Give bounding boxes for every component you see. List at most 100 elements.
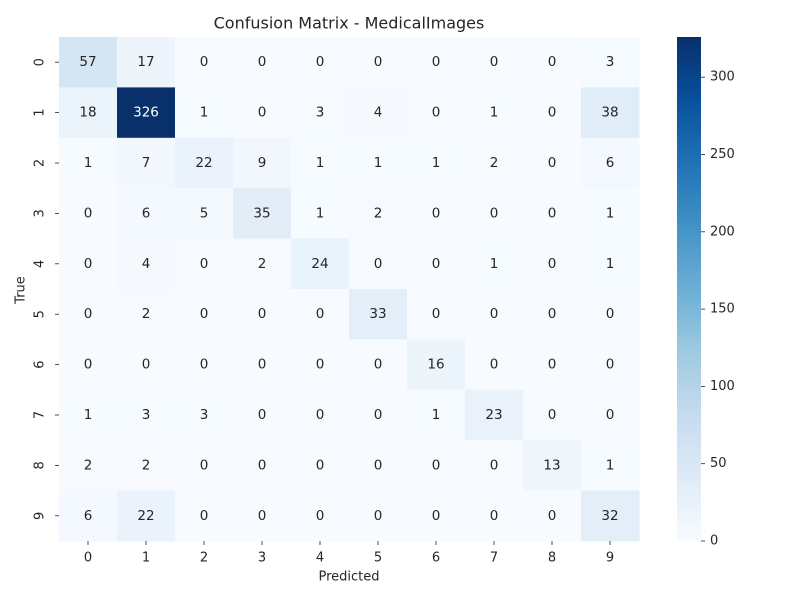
y-tick-label-3: 3: [33, 209, 48, 217]
colorbar-tick-label-6: 300: [710, 70, 735, 85]
heatmap-cell-4-0: [59, 238, 118, 290]
heatmap-cell-1-2: [175, 87, 234, 139]
heatmap-cell-label-2-0: 1: [84, 155, 93, 171]
heatmap-cell-7-6: [407, 389, 466, 441]
heatmap-cell-7-9: [581, 389, 640, 441]
heatmap-cell-label-8-7: 0: [490, 457, 499, 473]
heatmap-cell-label-1-5: 4: [374, 105, 383, 121]
heatmap-cell-2-1: [117, 137, 176, 189]
heatmap-cell-5-5: [349, 289, 408, 340]
heatmap-cell-1-9: [581, 87, 640, 139]
heatmap-cell-label-1-0: 18: [79, 105, 96, 121]
heatmap-cell-label-8-9: 1: [606, 457, 615, 473]
x-tick-label-5: 5: [374, 551, 382, 566]
heatmap-cell-9-3: [233, 490, 292, 542]
heatmap-cell-4-9: [581, 238, 640, 290]
heatmap-cell-4-7: [465, 238, 524, 290]
heatmap-cell-6-7: [465, 339, 524, 391]
heatmap-cell-2-0: [59, 137, 118, 189]
heatmap-cell-label-9-5: 0: [374, 508, 383, 524]
heatmap-cell-9-1: [117, 490, 176, 542]
heatmap-cell-0-6: [407, 37, 466, 88]
heatmap-cell-label-7-1: 3: [142, 407, 151, 423]
heatmap-cell-label-2-5: 1: [374, 155, 383, 171]
heatmap-cell-label-5-8: 0: [548, 306, 557, 322]
y-tick-label-8: 8: [33, 461, 48, 469]
heatmap-cell-label-6-9: 0: [606, 357, 615, 373]
heatmap-cell-label-1-9: 38: [601, 105, 618, 121]
heatmap-cell-label-9-0: 6: [84, 508, 93, 524]
heatmap-cell-9-4: [291, 490, 350, 542]
heatmap-cell-label-1-8: 0: [548, 105, 557, 121]
heatmap-cell-2-3: [233, 137, 292, 189]
heatmap-cell-6-5: [349, 339, 408, 391]
heatmap-cell-3-5: [349, 188, 408, 240]
colorbar-tick-label-2: 100: [710, 379, 735, 394]
heatmap-cell-2-4: [291, 137, 350, 189]
heatmap-cell-5-9: [581, 289, 640, 340]
heatmap-cell-label-3-1: 6: [142, 205, 151, 221]
x-tick-label-2: 2: [200, 551, 208, 566]
heatmap-cell-label-0-2: 0: [200, 54, 209, 70]
heatmap-cell-8-8: [523, 440, 582, 492]
heatmap-cell-1-4: [291, 87, 350, 139]
heatmap-cell-6-0: [59, 339, 118, 391]
heatmap-cell-4-1: [117, 238, 176, 290]
heatmap-cell-label-4-1: 4: [142, 256, 151, 272]
heatmap-cell-5-8: [523, 289, 582, 340]
heatmap-cell-1-1: [117, 87, 176, 139]
heatmap-cell-label-6-3: 0: [258, 357, 267, 373]
heatmap-cell-label-4-4: 24: [311, 256, 328, 272]
heatmap-cell-0-2: [175, 37, 234, 88]
heatmap-cell-6-8: [523, 339, 582, 391]
heatmap-cell-8-3: [233, 440, 292, 492]
heatmap-cell-8-9: [581, 440, 640, 492]
heatmap-cell-0-3: [233, 37, 292, 88]
x-tick-label-8: 8: [548, 551, 556, 566]
heatmap-cell-label-5-2: 0: [200, 306, 209, 322]
heatmap-cell-7-2: [175, 389, 234, 441]
y-tick-label-0: 0: [33, 58, 48, 66]
heatmap-cell-label-9-9: 32: [601, 508, 618, 524]
heatmap-cell-9-6: [407, 490, 466, 542]
x-tick-label-4: 4: [316, 551, 324, 566]
heatmap-cell-label-0-6: 0: [432, 54, 441, 70]
heatmap-cell-label-9-1: 22: [137, 508, 154, 524]
heatmap-cell-5-2: [175, 289, 234, 340]
heatmap-cell-1-5: [349, 87, 408, 139]
heatmap-cell-1-3: [233, 87, 292, 139]
heatmap-cell-label-5-4: 0: [316, 306, 325, 322]
heatmap-cell-label-5-6: 0: [432, 306, 441, 322]
x-tick-label-1: 1: [142, 551, 150, 566]
heatmap-cell-label-8-4: 0: [316, 457, 325, 473]
heatmap-cell-6-3: [233, 339, 292, 391]
heatmap-cell-label-0-7: 0: [490, 54, 499, 70]
heatmap-cell-0-4: [291, 37, 350, 88]
heatmap-cell-8-2: [175, 440, 234, 492]
heatmap-cell-2-7: [465, 137, 524, 189]
heatmap-cell-label-5-5: 33: [369, 306, 386, 322]
heatmap-cell-label-3-3: 35: [253, 205, 270, 221]
heatmap-cell-label-2-9: 6: [606, 155, 615, 171]
heatmap-cell-3-6: [407, 188, 466, 240]
heatmap-cell-label-7-6: 1: [432, 407, 441, 423]
heatmap-cell-label-6-6: 16: [427, 357, 444, 373]
heatmap-cell-2-8: [523, 137, 582, 189]
heatmap-cell-label-3-4: 1: [316, 205, 325, 221]
y-tick-label-4: 4: [33, 260, 48, 268]
heatmap-cell-label-8-5: 0: [374, 457, 383, 473]
heatmap-cell-label-1-2: 1: [200, 105, 209, 121]
heatmap-cell-3-1: [117, 188, 176, 240]
heatmap-cell-label-6-5: 0: [374, 357, 383, 373]
heatmap-cell-label-9-2: 0: [200, 508, 209, 524]
heatmap-cell-0-0: [59, 37, 118, 88]
heatmap-cell-label-0-5: 0: [374, 54, 383, 70]
colorbar-ticks: 0 50 100 150 200 250 300: [701, 70, 735, 549]
heatmap-cell-label-2-2: 22: [195, 155, 212, 171]
heatmap-cell-1-7: [465, 87, 524, 139]
colorbar-tick-label-5: 250: [710, 147, 735, 162]
heatmap-cell-label-4-5: 0: [374, 256, 383, 272]
y-tick-label-6: 6: [33, 360, 48, 368]
heatmap-cell-7-4: [291, 389, 350, 441]
